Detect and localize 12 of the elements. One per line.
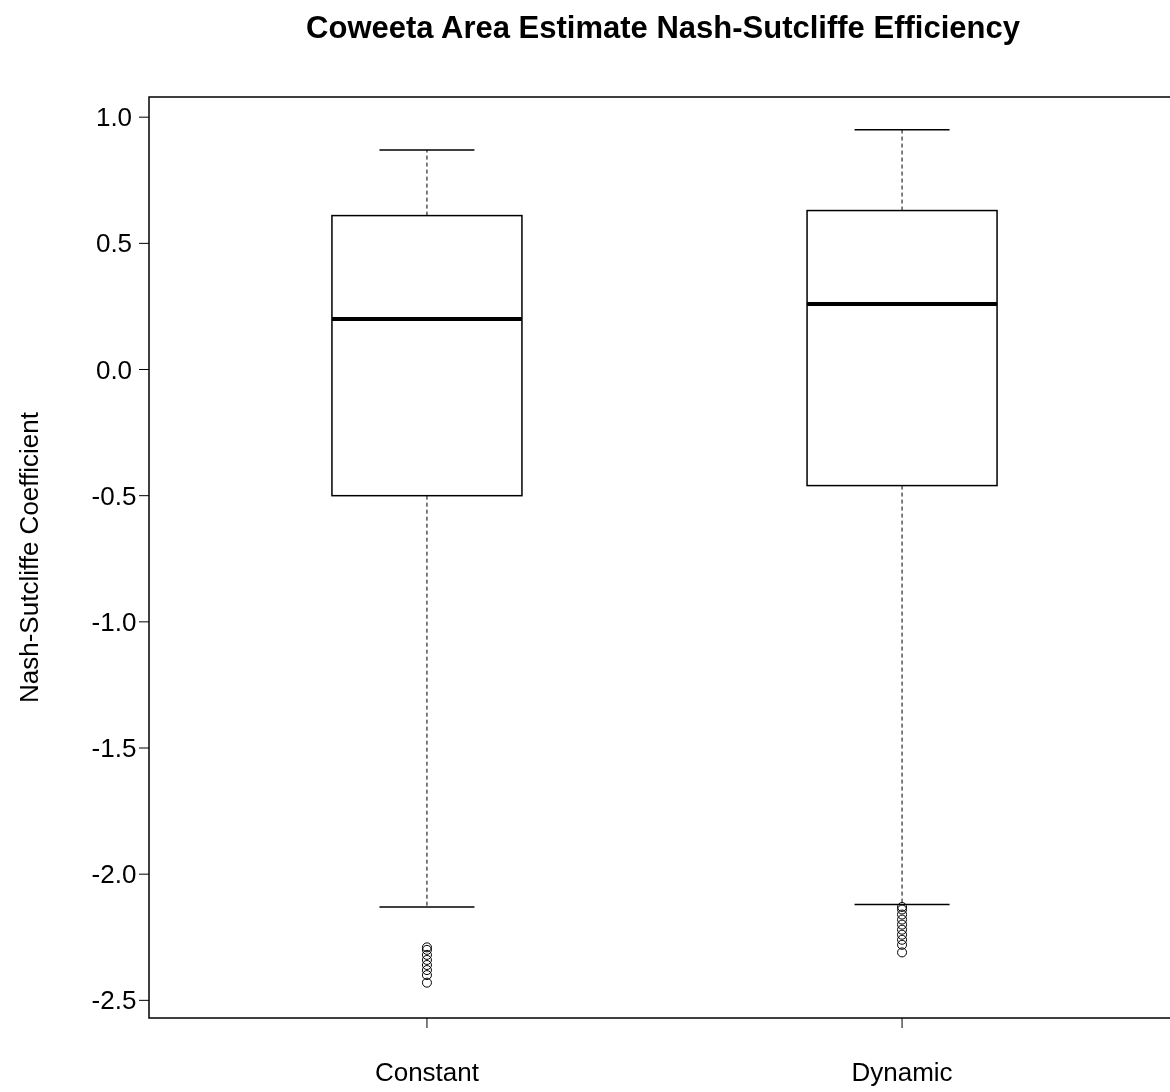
x-tick-label: Constant bbox=[374, 1057, 480, 1087]
chart-title: Coweeta Area Estimate Nash-Sutcliffe Efficiency bbox=[306, 10, 1021, 45]
y-tick-label: 0.5 bbox=[95, 228, 133, 259]
y-axis-title: Nash-Sutcliffe Coefficient bbox=[14, 411, 44, 703]
y-tick-label: -2.0 bbox=[91, 859, 137, 890]
y-tick-label: 1.0 bbox=[95, 102, 133, 133]
x-tick-label: Dynamic bbox=[851, 1057, 953, 1087]
y-tick-label: -2.5 bbox=[91, 985, 137, 1016]
y-tick-label: -1.5 bbox=[91, 733, 137, 764]
y-tick-label: -1.0 bbox=[91, 606, 137, 637]
y-tick-label: -0.5 bbox=[91, 480, 137, 511]
y-tick-label: 0.0 bbox=[95, 354, 133, 385]
